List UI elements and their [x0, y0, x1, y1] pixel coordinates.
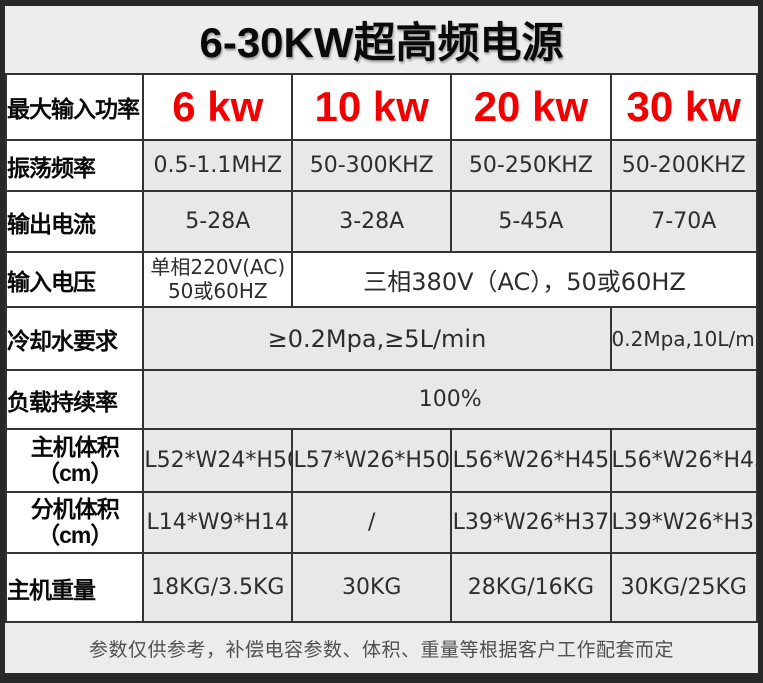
footer-band: 参数仅供参考，补偿电容参数、体积、重量等根据客户工作配套而定	[5, 623, 758, 673]
spec-value-current-4: 7-70A	[609, 190, 759, 253]
row-label-host-weight: 主机重量	[4, 552, 145, 623]
row-input-voltage: 输入电压 单相220V(AC) 50或60HZ 三相380V（AC），50或60…	[4, 251, 758, 308]
extension-volume-label-line1: 分机体积	[30, 495, 120, 522]
spec-value-freq-1: 0.5-1.1MHZ	[142, 139, 294, 192]
row-label-output-current: 输出电流	[4, 190, 145, 253]
spec-value-weight-2: 30KG	[291, 552, 453, 623]
spec-table: 最大输入功率 6 kw 10 kw 20 kw 30 kw 振荡频率 0.5-1…	[4, 73, 759, 623]
spec-value-freq-3: 50-250KHZ	[450, 139, 612, 192]
spec-value-cooling-30kw: 0.2Mpa,10L/min	[609, 306, 759, 371]
page-title: 6-30KW超高频电源	[199, 19, 564, 66]
spec-value-weight-3: 28KG/16KG	[450, 552, 612, 623]
row-max-input-power: 最大输入功率 6 kw 10 kw 20 kw 30 kw	[4, 73, 759, 141]
row-oscillation-frequency: 振荡频率 0.5-1.1MHZ 50-300KHZ 50-250KHZ 50-2…	[4, 139, 759, 192]
spec-value-host-volume-1: L52*W24*H50	[142, 428, 294, 493]
row-load-duty-cycle: 负载持续率 100%	[4, 369, 758, 430]
spec-value-weight-1: 18KG/3.5KG	[142, 552, 294, 623]
row-host-volume: 主机体积 （cm） L52*W24*H50 L57*W26*H50 L56*W2…	[4, 428, 759, 493]
spec-value-power-30kw: 30 kw	[609, 73, 759, 141]
row-extension-volume: 分机体积 （cm） L14*W9*H14 / L39*W26*H37 L39*W…	[4, 491, 759, 554]
spec-value-cooling-merged: ≥0.2Mpa,≥5L/min	[142, 306, 612, 371]
row-label-input-voltage: 输入电压	[4, 251, 145, 308]
spec-value-weight-4: 30KG/25KG	[609, 552, 759, 623]
spec-value-host-volume-3: L56*W26*H45	[450, 428, 612, 493]
spec-value-current-1: 5-28A	[142, 190, 294, 253]
spec-value-extension-volume-2: /	[291, 491, 453, 554]
spec-value-power-10kw: 10 kw	[291, 73, 453, 141]
extension-volume-label-line2: （cm）	[37, 521, 113, 548]
spec-value-power-20kw: 20 kw	[450, 73, 612, 141]
spec-value-current-2: 3-28A	[291, 190, 453, 253]
row-label-load-duty-cycle: 负载持续率	[4, 369, 145, 430]
spec-value-extension-volume-1: L14*W9*H14	[142, 491, 294, 554]
footer-note: 参数仅供参考，补偿电容参数、体积、重量等根据客户工作配套而定	[88, 639, 674, 661]
spec-value-extension-volume-4: L39*W26*H37	[609, 491, 759, 554]
row-label-extension-volume: 分机体积 （cm）	[4, 491, 145, 554]
voltage-single-phase-line1: 单相220V(AC)	[150, 254, 286, 279]
row-label-oscillation-frequency: 振荡频率	[4, 139, 145, 192]
host-volume-label-line1: 主机体积	[30, 433, 120, 460]
spec-value-extension-volume-3: L39*W26*H37	[450, 491, 612, 554]
title-band: 6-30KW超高频电源	[5, 6, 758, 73]
spec-value-duty-cycle: 100%	[142, 369, 758, 430]
host-volume-label-line2: （cm）	[37, 459, 113, 486]
spec-value-power-6kw: 6 kw	[142, 73, 294, 141]
spec-value-freq-2: 50-300KHZ	[291, 139, 453, 192]
row-cooling-water: 冷却水要求 ≥0.2Mpa,≥5L/min 0.2Mpa,10L/min	[4, 306, 759, 371]
spec-value-current-3: 5-45A	[450, 190, 612, 253]
spec-value-freq-4: 50-200KHZ	[609, 139, 759, 192]
row-host-weight: 主机重量 18KG/3.5KG 30KG 28KG/16KG 30KG/25KG	[4, 552, 759, 623]
voltage-single-phase-line2: 50或60HZ	[167, 278, 268, 303]
row-label-max-input-power: 最大输入功率	[4, 73, 145, 141]
spec-value-host-volume-4: L56*W26*H45	[609, 428, 759, 493]
row-label-host-volume: 主机体积 （cm）	[4, 428, 145, 493]
row-label-cooling-water: 冷却水要求	[4, 306, 145, 371]
spec-value-voltage-three-phase: 三相380V（AC），50或60HZ	[291, 251, 758, 308]
spec-value-voltage-single-phase: 单相220V(AC) 50或60HZ	[142, 251, 294, 308]
row-output-current: 输出电流 5-28A 3-28A 5-45A 7-70A	[4, 190, 759, 253]
spec-value-host-volume-2: L57*W26*H50	[291, 428, 453, 493]
